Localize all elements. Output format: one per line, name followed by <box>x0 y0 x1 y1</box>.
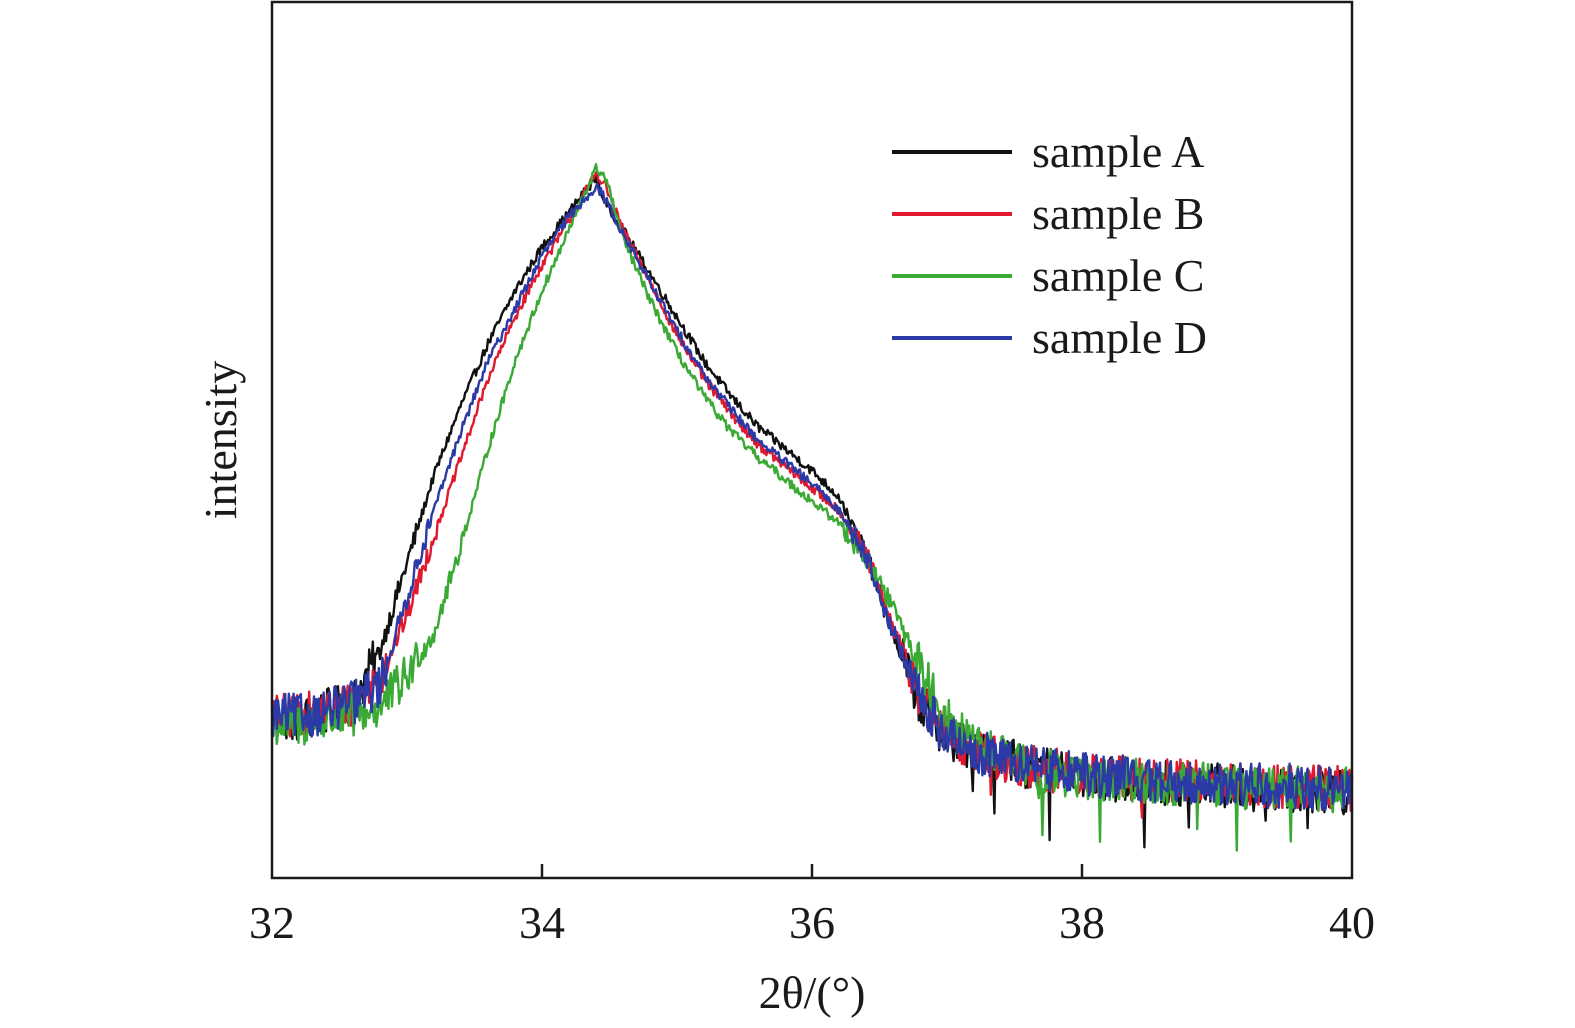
series-line-sample-d <box>270 182 1354 812</box>
legend-label: sample B <box>1032 188 1204 239</box>
legend-item: sample C <box>892 250 1204 301</box>
x-axis-label: 2θ/(°) <box>759 967 866 1018</box>
legend-label: sample C <box>1032 250 1204 301</box>
x-ticks: 32 34 36 38 40 <box>249 864 1375 948</box>
x-tick-label: 40 <box>1329 897 1375 948</box>
series-layer <box>270 163 1354 852</box>
legend: sample A sample B sample C sample D <box>892 126 1207 363</box>
legend-item: sample A <box>892 126 1204 177</box>
legend-item: sample D <box>892 312 1207 363</box>
legend-label: sample D <box>1032 312 1207 363</box>
x-tick-label: 34 <box>519 897 565 948</box>
legend-label: sample A <box>1032 126 1204 177</box>
y-axis-label: intensity <box>195 361 246 519</box>
x-tick-label: 32 <box>249 897 295 948</box>
x-tick-label: 36 <box>789 897 835 948</box>
legend-item: sample B <box>892 188 1204 239</box>
x-tick-label: 38 <box>1059 897 1105 948</box>
